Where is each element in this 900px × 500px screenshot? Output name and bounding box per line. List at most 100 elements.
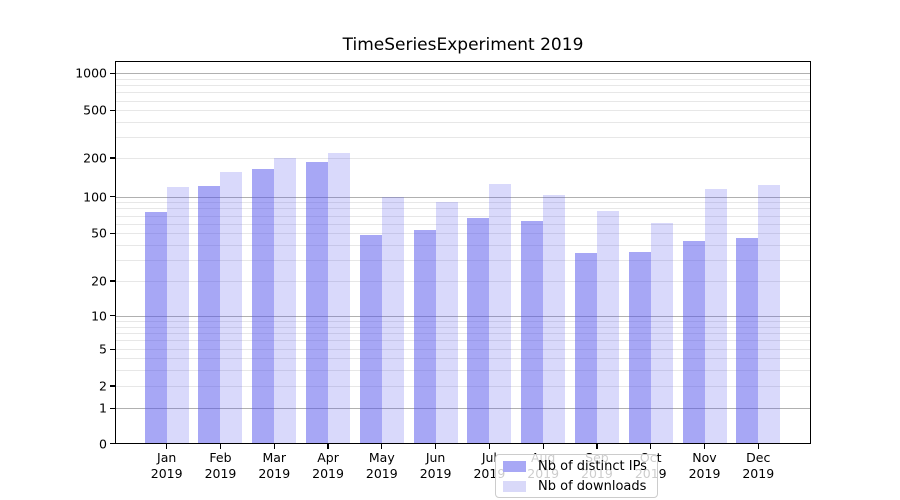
x-tick-label-apr: Apr 2019 <box>312 450 344 481</box>
legend: Nb of distinct IPs Nb of downloads <box>495 454 658 498</box>
y-tick-label: 10 <box>91 308 107 324</box>
y-tick-mark <box>110 407 115 409</box>
x-tick-mark <box>488 444 490 449</box>
legend-label-distinct-ips: Nb of distinct IPs <box>538 458 647 474</box>
gridline-minor <box>116 92 810 94</box>
x-tick-label-may: May 2019 <box>365 450 398 481</box>
legend-item-downloads: Nb of downloads <box>503 479 650 494</box>
gridline-minor <box>116 358 810 360</box>
x-tick-mark <box>542 444 544 449</box>
gridline-minor <box>116 136 810 138</box>
gridline-minor <box>116 244 810 246</box>
y-tick-mark <box>110 280 115 282</box>
legend-label-downloads: Nb of downloads <box>538 478 647 494</box>
x-tick-label-nov: Nov 2019 <box>688 450 721 481</box>
y-tick-label: 5 <box>99 341 107 357</box>
gridline-minor <box>116 369 810 371</box>
gridline-minor <box>116 202 810 204</box>
gridline-minor <box>116 78 810 80</box>
gridline-major <box>116 73 810 75</box>
y-tick-mark <box>110 109 115 111</box>
x-tick-mark <box>596 444 598 449</box>
bar-apr-downloads <box>328 152 351 443</box>
bar-oct-distinct-ips <box>628 251 651 443</box>
x-tick-mark <box>327 444 329 449</box>
x-tick-label-jan: Jan 2019 <box>150 450 183 481</box>
y-tick-label: 20 <box>91 273 107 289</box>
gridline-minor <box>116 233 810 235</box>
gridline-minor <box>116 326 810 328</box>
x-tick-label-dec: Dec 2019 <box>742 450 775 481</box>
x-tick-mark <box>703 444 706 449</box>
x-tick-label-jun: Jun 2019 <box>419 450 452 481</box>
gridline-major <box>116 315 810 317</box>
y-tick-mark <box>110 232 115 234</box>
y-tick-mark <box>110 385 115 387</box>
chart-title: TimeSeriesExperiment 2019 <box>342 35 584 55</box>
gridline-minor <box>116 259 810 261</box>
y-tick-label: 2 <box>99 378 107 394</box>
gridline-minor <box>116 208 810 210</box>
y-tick-mark <box>110 196 115 198</box>
bar-mar-downloads <box>274 157 297 443</box>
bar-sep-downloads <box>596 211 619 443</box>
y-tick-mark <box>110 72 115 74</box>
bar-jan-downloads <box>166 186 189 443</box>
bar-aug-distinct-ips <box>521 221 544 443</box>
bar-dec-distinct-ips <box>736 237 759 443</box>
gridline-minor <box>116 215 810 217</box>
gridline-minor <box>116 121 810 123</box>
bar-jan-distinct-ips <box>144 211 167 443</box>
x-tick-mark <box>435 444 437 449</box>
y-tick-mark <box>110 348 115 350</box>
gridline-minor <box>116 386 810 387</box>
gridline-major <box>116 408 810 410</box>
x-tick-mark <box>273 444 275 449</box>
gridline-minor <box>116 100 810 102</box>
x-tick-label-mar: Mar 2019 <box>258 450 291 481</box>
gridline-minor <box>116 85 810 87</box>
bar-nov-downloads <box>704 188 727 443</box>
bar-nov-distinct-ips <box>682 241 705 443</box>
y-tick-mark <box>110 315 115 317</box>
gridline-minor <box>116 223 810 225</box>
y-tick-label: 50 <box>91 225 107 241</box>
bar-jul-distinct-ips <box>467 217 490 443</box>
bar-mar-distinct-ips <box>252 169 275 443</box>
bar-oct-downloads <box>650 222 673 443</box>
plot-area: Nb of distinct IPs Nb of downloads <box>115 61 811 498</box>
x-tick-mark <box>219 444 222 449</box>
x-tick-label-feb: Feb 2019 <box>204 450 237 481</box>
x-tick-mark <box>381 444 383 449</box>
bar-dec-downloads <box>758 184 781 443</box>
y-tick-label: 1 <box>99 400 107 416</box>
y-tick-label: 200 <box>83 150 107 166</box>
bar-apr-distinct-ips <box>306 162 329 443</box>
bar-sep-distinct-ips <box>574 253 597 443</box>
y-tick-label: 1000 <box>75 65 107 81</box>
bar-feb-distinct-ips <box>198 186 221 443</box>
legend-swatch-downloads <box>503 480 526 492</box>
y-tick-label: 0 <box>99 436 107 451</box>
gridline-minor <box>116 340 810 342</box>
gridline-minor <box>116 332 810 334</box>
bar-jul-downloads <box>489 183 512 443</box>
y-tick-mark <box>110 157 115 159</box>
bar-feb-downloads <box>220 172 243 443</box>
x-tick-mark <box>650 444 652 449</box>
x-tick-mark <box>166 444 168 449</box>
x-tick-mark <box>757 444 759 449</box>
bar-aug-downloads <box>543 194 566 443</box>
gridline-minor <box>116 320 810 322</box>
bar-may-downloads <box>381 196 404 443</box>
gridline-minor <box>116 110 810 112</box>
gridline-minor <box>116 158 810 159</box>
y-tick-label: 500 <box>83 102 107 118</box>
gridline-major <box>116 196 810 198</box>
y-tick-label: 100 <box>83 189 107 205</box>
bar-jun-downloads <box>435 202 458 443</box>
gridline-minor <box>116 349 810 351</box>
bar-jun-distinct-ips <box>413 230 436 443</box>
gridline-minor <box>116 281 810 282</box>
